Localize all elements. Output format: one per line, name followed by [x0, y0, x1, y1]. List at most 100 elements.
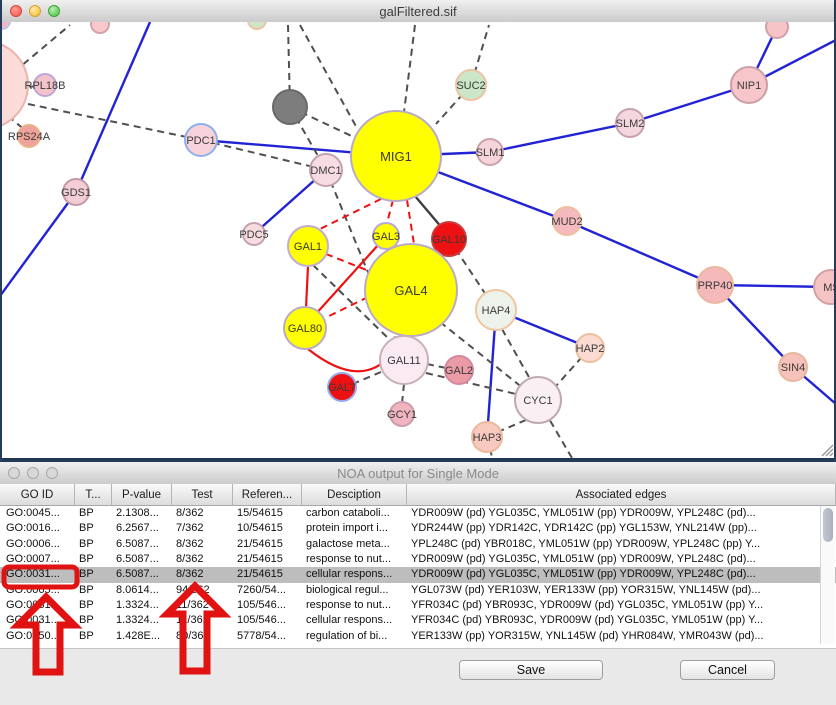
node-pdc5[interactable] [242, 222, 266, 246]
node-label: RPL18B [25, 80, 66, 92]
cell-test: 80/362 [176, 629, 210, 642]
node-prp40[interactable] [696, 266, 734, 304]
cell-go-id: GO:0045... [6, 507, 60, 519]
cell-type: BP [79, 507, 94, 519]
node-gcy1[interactable] [389, 401, 415, 427]
table-scrollbar[interactable] [820, 506, 835, 644]
node-rpl18b[interactable] [33, 73, 57, 97]
column-header-go-id[interactable]: GO ID [0, 484, 75, 505]
node-gds1[interactable] [62, 178, 90, 206]
resize-grip[interactable] [821, 444, 834, 457]
table-row[interactable]: GO:0045... BP 2.1308... 8/362 15/54615 c… [0, 506, 836, 521]
cell-p-value: 1.3324... [116, 614, 159, 627]
node-suc2[interactable] [455, 69, 487, 101]
cell-edges: YFR034C (pd) YBR093C, YDR009W (pd) YGL03… [411, 598, 764, 611]
table-row[interactable]: GO:0050... BP 1.428E... 80/362 5778/54..… [0, 629, 836, 644]
cell-edges: YER133W (pp) YOR315W, YNL145W (pd) YHR08… [411, 629, 764, 642]
node-partial-topleft[interactable] [2, 22, 11, 30]
minimize-button[interactable] [29, 5, 41, 17]
network-canvas[interactable]: RPL18B RPS24A GDS1 PDC1 MIG1 SUC2 SLM1 D… [2, 22, 834, 458]
cell-type: BP [79, 583, 94, 596]
node-gal80[interactable] [283, 306, 327, 350]
zoom-button[interactable] [46, 467, 58, 479]
node-label: GAL11 [387, 355, 420, 367]
noa-window-titlebar[interactable]: NOA output for Single Mode [0, 462, 836, 485]
cell-test: 94/362 [176, 583, 210, 596]
node-label: HAP2 [576, 343, 605, 355]
node-label: DMC1 [310, 165, 341, 177]
column-header-description[interactable]: Desciption [302, 484, 407, 505]
node-nip1[interactable] [730, 66, 768, 104]
cell-description: protein import i... [306, 522, 388, 535]
column-header-test[interactable]: Test [172, 484, 233, 505]
column-header-p-value[interactable]: P-value [112, 484, 172, 505]
node-gal2[interactable] [444, 355, 474, 385]
node-sin4[interactable] [778, 352, 808, 382]
table-row[interactable]: GO:0007... BP 6.5087... 8/362 21/54615 r… [0, 552, 836, 567]
table-row[interactable]: GO:0016... BP 6.2567... 7/362 10/54615 p… [0, 521, 836, 536]
node-label: SLM1 [476, 147, 505, 159]
cell-test: 8/362 [176, 507, 204, 519]
node-slm1[interactable] [476, 138, 504, 166]
network-window-titlebar[interactable]: galFiltered.sif [2, 0, 834, 23]
node-label: GAL7 [328, 382, 356, 394]
close-button[interactable] [8, 467, 20, 479]
cell-test: 8/362 [176, 568, 204, 581]
minimize-button[interactable] [27, 467, 39, 479]
column-header-reference[interactable]: Referen... [233, 484, 302, 505]
column-header-type[interactable]: T... [75, 484, 112, 505]
cell-go-id: GO:0065... [6, 583, 60, 596]
cell-reference: 7260/54... [237, 583, 286, 596]
node-unlabeled-left[interactable] [2, 41, 29, 129]
edges-red-solid [304, 243, 382, 373]
cell-reference: 21/54615 [237, 552, 283, 565]
node-gal1[interactable] [287, 225, 329, 267]
cell-type: BP [79, 598, 94, 611]
table-row[interactable]: GO:0006... BP 6.5087... 8/362 21/54615 g… [0, 537, 836, 552]
node-rps24a[interactable] [17, 124, 41, 148]
cell-reference: 21/54615 [237, 568, 283, 581]
table-row[interactable]: GO:0065... BP 8.0614... 94/362 7260/54..… [0, 583, 836, 598]
cancel-button[interactable]: Cancel [680, 660, 775, 680]
table-row[interactable]: GO:0031... BP 1.3324... 11/362 105/546..… [0, 613, 836, 628]
cell-type: BP [79, 522, 94, 535]
node-gal10[interactable] [431, 221, 467, 257]
cell-edges: YPL248C (pd) YBR018C, YML051W (pp) YDR00… [411, 537, 761, 550]
node-gal11[interactable] [379, 335, 429, 385]
save-button[interactable]: Save [459, 660, 603, 680]
table-row-selected[interactable]: GO:0031... BP 6.5087... 8/362 21/54615 c… [0, 567, 836, 583]
cell-type: BP [79, 537, 94, 550]
close-button[interactable] [10, 5, 22, 17]
table-row[interactable]: GO:0031... BP 1.3324... 11/362 105/546..… [0, 598, 836, 613]
cell-description: regulation of bi... [306, 629, 388, 642]
node-unlabeled-gray[interactable] [272, 89, 308, 125]
cell-type: BP [79, 629, 94, 642]
zoom-button[interactable] [48, 5, 60, 17]
node-cyc1[interactable] [514, 376, 562, 424]
cell-test: 8/362 [176, 537, 204, 550]
node-gal7[interactable] [327, 372, 357, 402]
node-mig1[interactable] [350, 110, 442, 202]
node-partial-topright[interactable] [765, 22, 789, 39]
node-gal3[interactable] [372, 222, 400, 250]
node-hap2[interactable] [575, 333, 605, 363]
cell-reference: 105/546... [237, 614, 286, 627]
node-label: GDS1 [61, 187, 91, 199]
node-pdc1[interactable] [184, 123, 218, 157]
node-hap3[interactable] [471, 421, 503, 453]
node-hap4[interactable] [475, 289, 517, 331]
cell-edges: YDR009W (pd) YGL035C, YML051W (pp) YDR00… [411, 568, 756, 581]
cell-reference: 15/54615 [237, 507, 283, 519]
noa-output-window: NOA output for Single Mode GO ID T... P-… [0, 462, 836, 705]
node-label: RPS24A [8, 131, 51, 143]
node-mud2[interactable] [552, 206, 582, 236]
node-slm2[interactable] [615, 108, 645, 138]
node-partial-top[interactable] [90, 22, 110, 34]
node-msi[interactable] [813, 269, 834, 305]
node-dmc1[interactable] [309, 153, 343, 187]
cell-test: 8/362 [176, 552, 204, 565]
column-header-edges[interactable]: Associated edges [407, 484, 836, 505]
node-partial-top-green[interactable] [247, 22, 267, 30]
scrollbar-thumb[interactable] [823, 508, 833, 542]
